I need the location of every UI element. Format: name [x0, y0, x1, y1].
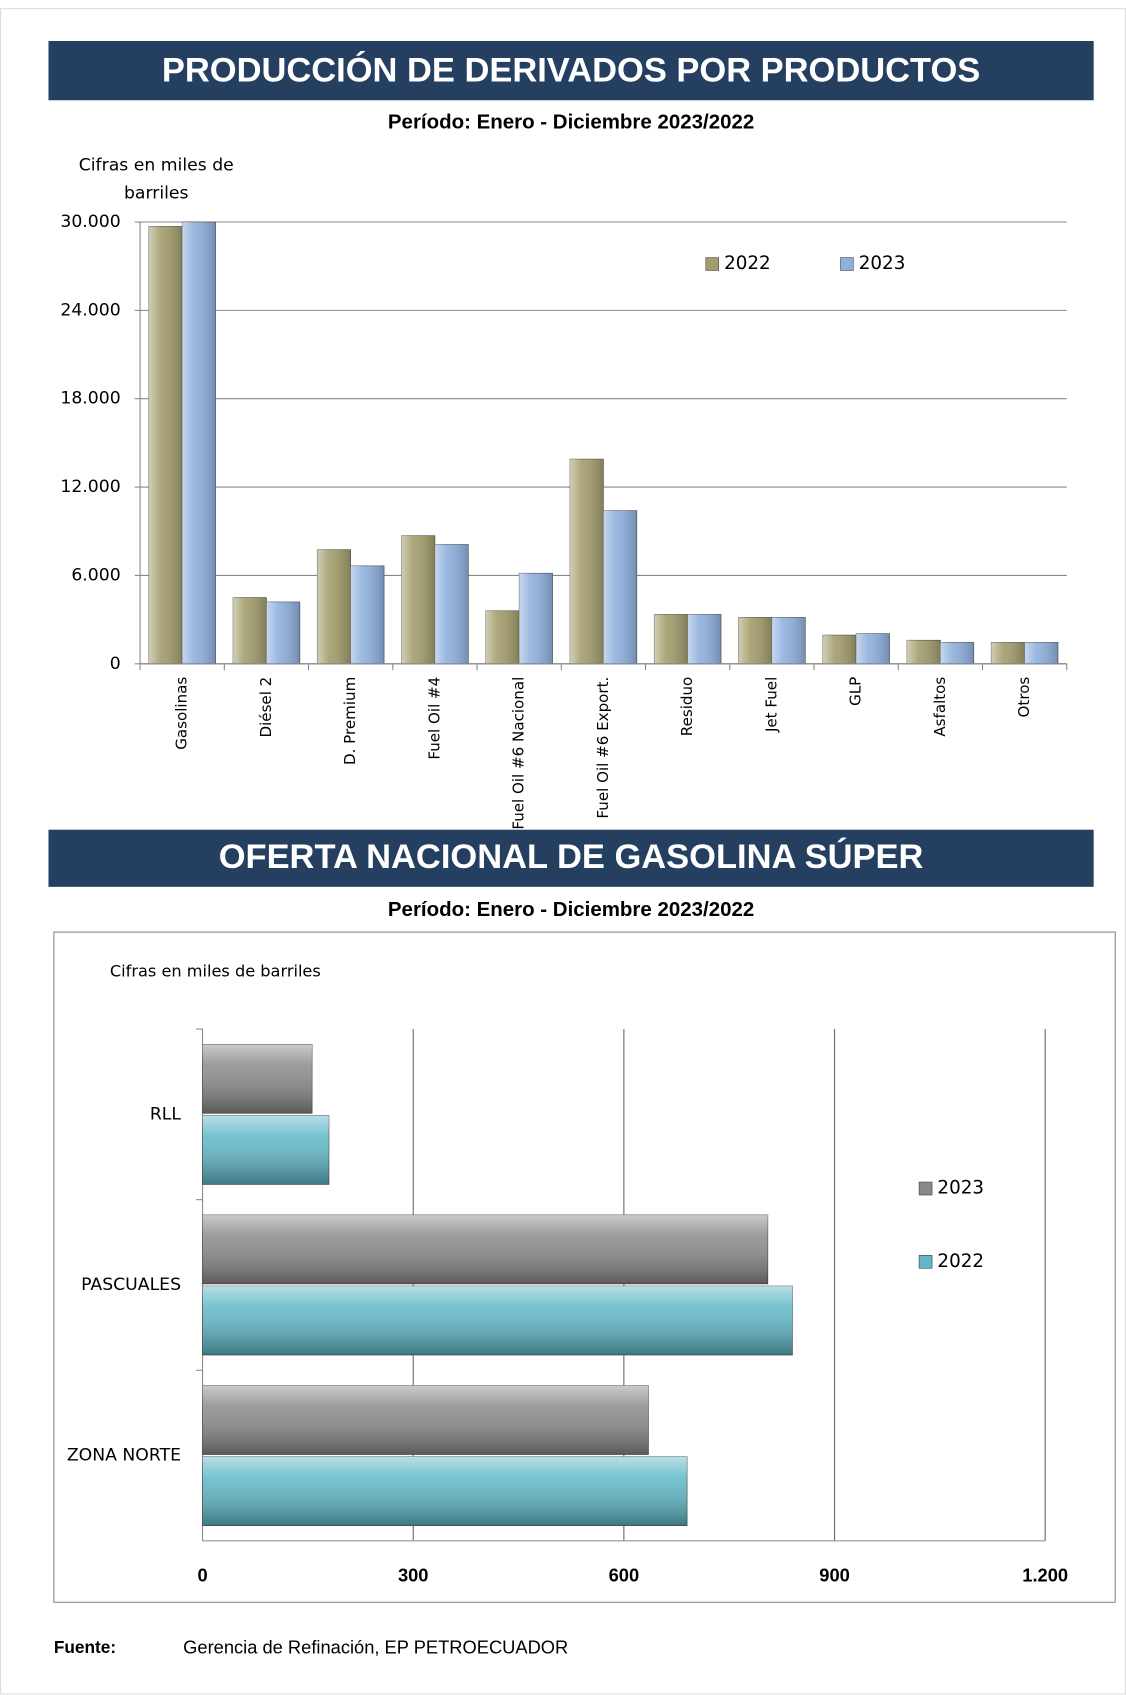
title-banner [48, 829, 1094, 887]
bar-shine [202, 1286, 793, 1356]
bar-shine [991, 642, 1025, 664]
page-border [0, 8, 1126, 1695]
legend-swatch [705, 257, 720, 271]
x-tick-label: Jet Fuel [762, 677, 780, 733]
chart-subtitle: Período: Enero - Diciembre 2023/2022 [388, 898, 754, 921]
source-label: Fuente: [54, 1637, 116, 1657]
y-tick-label: 30.000 [60, 212, 120, 232]
x-tick-label: Residuo [678, 677, 696, 736]
x-tick-label: Diésel 2 [257, 677, 275, 738]
y-tick-label: 18.000 [60, 389, 120, 409]
bar-shine [822, 635, 857, 664]
bar-shine [771, 617, 806, 664]
bar-shine [485, 610, 520, 664]
bar-shine [738, 617, 772, 664]
x-tick-label: Otros [1015, 677, 1033, 718]
y-tick-label: 12.000 [60, 477, 120, 497]
x-tick-label: 300 [398, 1564, 429, 1585]
y-tick-label: 0 [110, 654, 121, 674]
x-tick-label: 1.200 [1022, 1564, 1068, 1585]
source: Gerencia de Refinación, EP PETROECUADOR [183, 1636, 568, 1657]
bar-shine [519, 573, 553, 664]
x-tick-label: Fuel Oil #6 Nacional [510, 677, 528, 830]
x-tick-label: 0 [197, 1564, 207, 1585]
bar-shine [202, 1044, 313, 1114]
chart-title: PRODUCCIÓN DE DERIVADOS POR PRODUCTOS [162, 49, 980, 89]
legend-label: 2023 [859, 253, 906, 274]
chart-title: OFERTA NACIONAL DE GASOLINA SÚPER [219, 836, 924, 876]
bar-shine [202, 1456, 688, 1526]
legend-swatch [918, 1181, 933, 1196]
bar-shine [654, 614, 688, 664]
chart-frame [53, 931, 1116, 1603]
unit-note: Cifras en miles de barriles [78, 154, 234, 203]
bar-shine [940, 642, 974, 664]
x-tick-label: 600 [609, 1564, 640, 1585]
bar-shine [603, 510, 637, 664]
bar-shine [202, 1385, 649, 1455]
bar-shine [434, 544, 469, 664]
legend-label: 2022 [724, 253, 771, 274]
bar-shine [570, 459, 604, 664]
bar-shine [148, 226, 183, 664]
unit-note-text: Cifras en miles de barriles [78, 154, 234, 203]
x-tick-label: 900 [819, 1564, 850, 1585]
y-tick-label: RLL [150, 1104, 182, 1124]
x-tick-label: D. Premium [341, 677, 359, 765]
x-tick-label: GLP [847, 677, 865, 706]
bar-shine [182, 222, 216, 664]
bar-shine [350, 565, 385, 664]
y-tick-label: 6.000 [71, 565, 120, 585]
bar-shine [233, 597, 267, 664]
bar-shine [687, 614, 722, 664]
y-tick-label: 24.000 [60, 300, 120, 320]
bar-shine [202, 1115, 329, 1185]
y-tick-label: PASCUALES [81, 1275, 181, 1295]
legend-label: 2023 [937, 1178, 984, 1199]
unit-note: Cifras en miles de barriles [110, 961, 321, 980]
x-tick-label: Gasolinas [173, 677, 191, 750]
x-tick-label: Asfaltos [931, 677, 949, 737]
x-tick-label: Fuel Oil #6 Export. [594, 677, 612, 819]
bar-shine [856, 633, 890, 664]
bar-shine [906, 640, 941, 664]
title-banner [48, 40, 1094, 101]
legend-swatch [918, 1255, 933, 1269]
y-tick-label: ZONA NORTE [67, 1446, 181, 1466]
x-tick-label: Fuel Oil #4 [425, 677, 443, 760]
legend-label: 2022 [937, 1251, 984, 1272]
bar-shine [266, 601, 300, 664]
chart-subtitle: Período: Enero - Diciembre 2023/2022 [388, 110, 754, 133]
bar-shine [401, 535, 435, 664]
bar-shine [202, 1214, 768, 1284]
bar-shine [317, 549, 351, 664]
bar-shine [1024, 642, 1059, 664]
legend-swatch [840, 257, 854, 271]
